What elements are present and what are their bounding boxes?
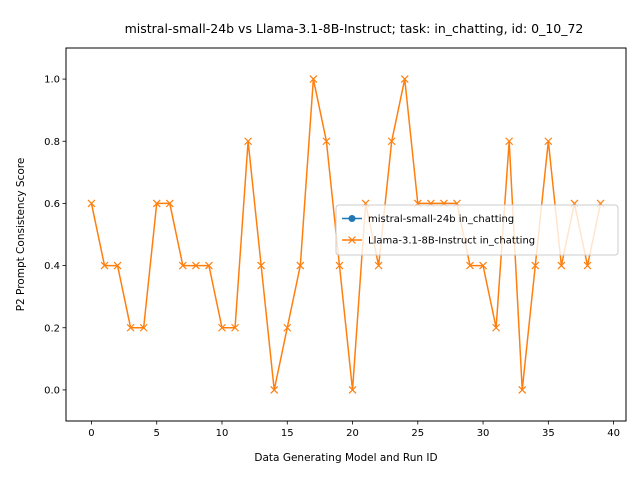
data-point bbox=[479, 261, 487, 270]
x-marker-stroke bbox=[335, 261, 344, 270]
data-point bbox=[191, 261, 200, 270]
data-point bbox=[557, 261, 566, 270]
chart-title: mistral-small-24b vs Llama-3.1-8B-Instru… bbox=[125, 21, 584, 36]
x-marker-stroke bbox=[322, 137, 331, 146]
x-marker-stroke bbox=[191, 261, 200, 270]
x-marker-stroke bbox=[139, 323, 148, 332]
x-axis-label: Data Generating Model and Run ID bbox=[254, 452, 437, 464]
data-point bbox=[492, 323, 501, 332]
data-point bbox=[374, 261, 383, 270]
x-tick-label: 20 bbox=[346, 428, 359, 439]
x-marker-stroke bbox=[283, 323, 292, 332]
data-point bbox=[505, 137, 514, 146]
x-marker-stroke bbox=[348, 236, 356, 244]
x-marker-stroke bbox=[244, 137, 253, 146]
legend-label-llama: Llama-3.1-8B-Instruct in_chatting bbox=[368, 236, 535, 247]
x-marker-stroke bbox=[218, 323, 226, 332]
legend-marker-mistral bbox=[348, 215, 356, 222]
series-layer bbox=[87, 75, 605, 394]
y-tick-label: 1.0 bbox=[44, 75, 60, 86]
x-marker-stroke bbox=[518, 385, 527, 394]
x-marker-stroke bbox=[531, 261, 540, 270]
legend-box bbox=[335, 204, 619, 256]
data-point bbox=[244, 137, 253, 146]
x-marker-stroke bbox=[492, 323, 501, 332]
x-marker-stroke bbox=[557, 261, 566, 270]
data-point bbox=[165, 199, 174, 208]
data-point bbox=[583, 261, 592, 270]
x-marker-stroke bbox=[309, 75, 318, 84]
data-point bbox=[322, 137, 331, 146]
data-point bbox=[544, 137, 553, 146]
x-tick-label: 0 bbox=[88, 428, 94, 439]
data-point bbox=[518, 385, 527, 394]
data-point bbox=[205, 261, 213, 270]
data-point bbox=[531, 261, 540, 270]
x-marker-stroke bbox=[466, 261, 474, 270]
data-point bbox=[348, 385, 357, 394]
x-tick-label: 15 bbox=[281, 428, 294, 439]
data-point bbox=[231, 323, 239, 332]
x-marker-stroke bbox=[374, 261, 383, 270]
y-tick-label: 0.8 bbox=[44, 137, 60, 148]
x-marker-stroke bbox=[387, 137, 396, 146]
x-marker-stroke bbox=[296, 261, 305, 270]
x-tick-label: 40 bbox=[607, 428, 620, 439]
data-point bbox=[466, 261, 474, 270]
x-marker-stroke bbox=[152, 199, 161, 208]
data-point bbox=[387, 137, 396, 146]
legend-marker-llama bbox=[348, 236, 356, 244]
data-point bbox=[400, 75, 409, 84]
x-marker-stroke bbox=[126, 323, 135, 332]
x-tick-label: 25 bbox=[411, 428, 424, 439]
x-tick-label: 10 bbox=[216, 428, 229, 439]
x-marker-stroke bbox=[205, 261, 213, 270]
y-axis-ticks: 0.0 0.2 0.4 0.6 0.8 1.0 bbox=[44, 75, 66, 396]
y-tick-label: 0.2 bbox=[44, 323, 60, 334]
x-marker-stroke bbox=[583, 261, 592, 270]
y-tick-label: 0.0 bbox=[44, 385, 60, 396]
series-line-1 bbox=[90, 78, 602, 391]
x-marker-stroke bbox=[231, 323, 239, 332]
x-marker-stroke bbox=[479, 261, 487, 270]
x-marker-stroke bbox=[113, 261, 122, 270]
x-tick-label: 30 bbox=[477, 428, 490, 439]
data-point bbox=[283, 323, 292, 332]
data-point bbox=[100, 261, 109, 270]
data-point bbox=[309, 75, 318, 84]
legend-label-mistral: mistral-small-24b in_chatting bbox=[368, 214, 514, 225]
x-marker-stroke bbox=[505, 137, 514, 146]
x-marker-stroke bbox=[400, 75, 409, 84]
x-tick-label: 5 bbox=[154, 428, 160, 439]
data-point bbox=[270, 385, 279, 394]
data-point bbox=[152, 199, 161, 208]
data-point bbox=[139, 323, 148, 332]
legend-x-marker bbox=[348, 236, 356, 244]
x-marker-stroke bbox=[87, 199, 96, 208]
data-point bbox=[178, 261, 187, 270]
data-point bbox=[113, 261, 122, 270]
legend: mistral-small-24b in_chatting Llama-3.1-… bbox=[335, 204, 619, 256]
x-marker-stroke bbox=[100, 261, 109, 270]
x-marker-stroke bbox=[544, 137, 553, 146]
x-marker-stroke bbox=[165, 199, 174, 208]
x-marker-stroke bbox=[257, 261, 266, 270]
data-point bbox=[335, 261, 344, 270]
plot-area bbox=[65, 47, 627, 422]
x-marker-stroke bbox=[178, 261, 187, 270]
x-tick-label: 35 bbox=[542, 428, 555, 439]
y-axis-label: P2 Prompt Consistency Score bbox=[15, 158, 27, 312]
x-marker-stroke bbox=[348, 385, 357, 394]
x-marker-stroke bbox=[270, 385, 279, 394]
data-point bbox=[218, 323, 226, 332]
data-point bbox=[257, 261, 266, 270]
data-point bbox=[87, 199, 96, 208]
y-tick-label: 0.6 bbox=[44, 199, 60, 210]
x-axis-ticks: 0 5 10 15 20 25 30 35 40 bbox=[88, 421, 620, 439]
data-point bbox=[296, 261, 305, 270]
data-point bbox=[126, 323, 135, 332]
y-tick-label: 0.4 bbox=[44, 261, 60, 272]
